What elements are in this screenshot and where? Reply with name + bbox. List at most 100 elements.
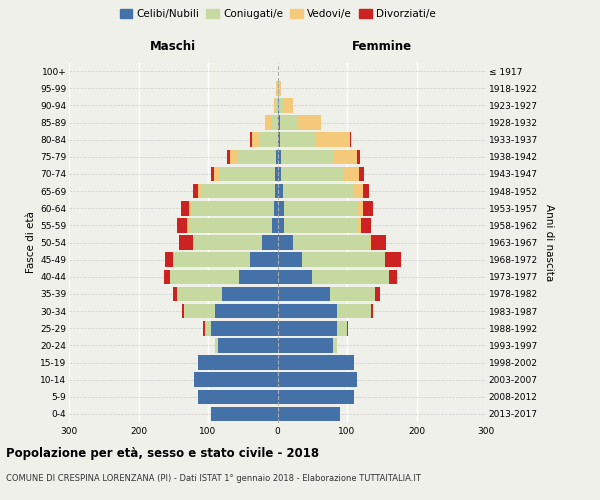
Bar [211, 166, 214, 181]
Bar [284, 201, 358, 216]
Bar [205, 321, 211, 336]
Bar [279, 81, 281, 96]
Bar [344, 166, 359, 181]
Bar [277, 235, 293, 250]
Bar [280, 115, 297, 130]
Bar [260, 132, 277, 147]
Bar [198, 184, 202, 198]
Bar [277, 64, 278, 78]
Bar [277, 184, 283, 198]
Bar [184, 304, 215, 318]
Text: Popolazione per età, sesso e stato civile - 2018: Popolazione per età, sesso e stato civil… [6, 448, 319, 460]
Bar [333, 150, 358, 164]
Bar [358, 218, 361, 232]
Bar [277, 166, 281, 181]
Bar [385, 252, 401, 267]
Bar [197, 390, 277, 404]
Text: Maschi: Maschi [150, 40, 196, 53]
Bar [277, 150, 281, 164]
Bar [239, 270, 277, 284]
Bar [277, 270, 312, 284]
Bar [277, 98, 279, 112]
Bar [202, 184, 275, 198]
Bar [173, 252, 250, 267]
Bar [277, 355, 354, 370]
Bar [250, 252, 277, 267]
Bar [277, 252, 302, 267]
Bar [353, 184, 363, 198]
Bar [329, 286, 375, 301]
Bar [281, 166, 344, 181]
Bar [214, 166, 220, 181]
Bar [358, 150, 359, 164]
Bar [369, 235, 371, 250]
Bar [333, 338, 337, 352]
Text: COMUNE DI CRESPINA LORENZANA (PI) - Dati ISTAT 1° gennaio 2018 - Elaborazione TU: COMUNE DI CRESPINA LORENZANA (PI) - Dati… [6, 474, 421, 483]
Bar [211, 321, 277, 336]
Bar [277, 132, 280, 147]
Bar [277, 406, 340, 421]
Bar [389, 270, 397, 284]
Bar [182, 304, 184, 318]
Bar [165, 252, 173, 267]
Bar [193, 235, 262, 250]
Legend: Celibi/Nubili, Coniugati/e, Vedovi/e, Divorziati/e: Celibi/Nubili, Coniugati/e, Vedovi/e, Di… [115, 4, 440, 23]
Bar [371, 235, 386, 250]
Bar [173, 286, 177, 301]
Bar [275, 166, 277, 181]
Bar [277, 218, 284, 232]
Bar [271, 115, 277, 130]
Bar [275, 184, 277, 198]
Bar [375, 286, 380, 301]
Bar [276, 81, 277, 96]
Bar [262, 235, 277, 250]
Bar [281, 150, 333, 164]
Bar [220, 166, 275, 181]
Bar [361, 218, 371, 232]
Bar [359, 166, 364, 181]
Bar [222, 286, 277, 301]
Bar [358, 201, 363, 216]
Bar [181, 201, 189, 216]
Bar [276, 150, 277, 164]
Bar [277, 338, 333, 352]
Bar [347, 321, 349, 336]
Bar [371, 304, 373, 318]
Bar [337, 304, 371, 318]
Bar [284, 98, 293, 112]
Bar [218, 338, 277, 352]
Bar [177, 286, 222, 301]
Bar [272, 218, 277, 232]
Bar [187, 218, 188, 232]
Bar [252, 132, 260, 147]
Y-axis label: Fasce di età: Fasce di età [26, 212, 36, 274]
Bar [227, 150, 230, 164]
Bar [191, 201, 274, 216]
Bar [280, 132, 315, 147]
Bar [265, 115, 271, 130]
Bar [277, 304, 337, 318]
Bar [179, 235, 193, 250]
Bar [164, 270, 170, 284]
Bar [363, 201, 373, 216]
Bar [277, 372, 358, 387]
Bar [230, 150, 238, 164]
Bar [363, 184, 368, 198]
Bar [315, 132, 350, 147]
Bar [203, 321, 205, 336]
Bar [274, 201, 277, 216]
Bar [170, 270, 239, 284]
Bar [274, 98, 275, 112]
Bar [283, 184, 353, 198]
Bar [293, 235, 369, 250]
Bar [215, 338, 218, 352]
Bar [277, 321, 337, 336]
Bar [302, 252, 385, 267]
Bar [250, 132, 252, 147]
Bar [277, 115, 280, 130]
Bar [215, 304, 277, 318]
Bar [211, 406, 277, 421]
Bar [337, 321, 347, 336]
Bar [284, 218, 358, 232]
Bar [350, 132, 351, 147]
